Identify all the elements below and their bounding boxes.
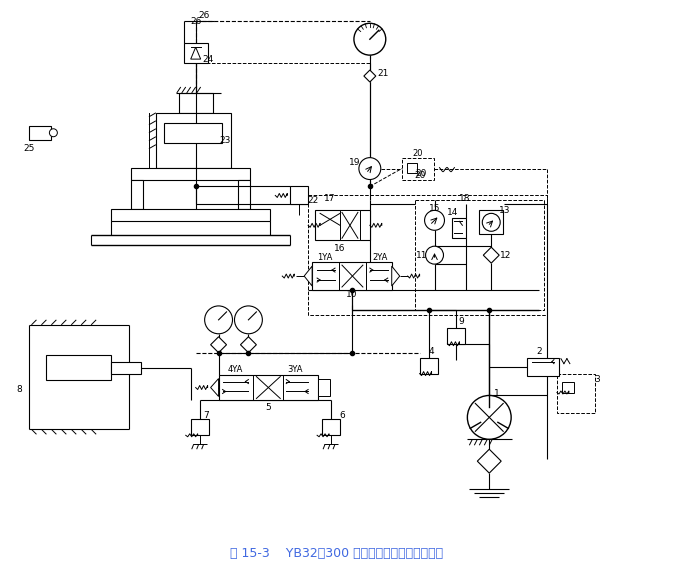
Bar xyxy=(111,210,270,221)
Bar xyxy=(479,210,503,234)
Circle shape xyxy=(425,210,444,230)
Text: 14: 14 xyxy=(447,208,458,217)
Text: 17: 17 xyxy=(324,194,336,203)
Text: 4YA: 4YA xyxy=(228,365,243,374)
Text: 20: 20 xyxy=(414,171,425,180)
Bar xyxy=(131,168,251,180)
Bar xyxy=(156,113,231,168)
Circle shape xyxy=(205,306,233,334)
Bar xyxy=(47,355,111,380)
Bar xyxy=(415,200,544,310)
Circle shape xyxy=(359,158,381,180)
Polygon shape xyxy=(304,266,312,286)
Circle shape xyxy=(425,246,443,264)
Text: 7: 7 xyxy=(203,411,208,420)
Bar xyxy=(420,358,437,374)
Bar xyxy=(191,419,209,435)
Bar xyxy=(315,210,370,240)
Text: 4: 4 xyxy=(429,347,434,356)
Bar xyxy=(402,158,433,180)
Bar xyxy=(164,123,222,143)
Text: 3: 3 xyxy=(594,375,600,384)
Bar xyxy=(557,374,594,414)
Text: 9: 9 xyxy=(458,317,464,327)
Text: 25: 25 xyxy=(24,144,35,153)
Bar xyxy=(131,180,143,210)
Text: 18: 18 xyxy=(458,194,470,203)
Bar xyxy=(452,218,466,238)
Bar xyxy=(322,419,340,435)
Text: 8: 8 xyxy=(17,385,22,394)
Bar xyxy=(340,210,360,240)
Circle shape xyxy=(483,213,500,232)
Bar xyxy=(406,162,417,173)
Polygon shape xyxy=(477,449,501,473)
Bar xyxy=(218,374,318,400)
Text: 24: 24 xyxy=(202,55,213,63)
Text: 20: 20 xyxy=(412,149,423,158)
Text: 22: 22 xyxy=(307,196,319,205)
Polygon shape xyxy=(364,70,376,82)
Bar xyxy=(30,126,51,140)
Text: 26: 26 xyxy=(198,11,210,20)
Bar xyxy=(290,187,308,204)
Circle shape xyxy=(49,129,57,137)
Circle shape xyxy=(235,306,262,334)
Text: 13: 13 xyxy=(499,206,511,215)
Polygon shape xyxy=(392,266,400,286)
Polygon shape xyxy=(483,247,499,263)
Bar xyxy=(179,93,212,113)
Text: 1YA: 1YA xyxy=(317,253,333,262)
Text: 12: 12 xyxy=(499,251,511,260)
Text: 20: 20 xyxy=(415,169,426,178)
Text: 图 15-3    YB32－300 型四柱万能液压机液压系统: 图 15-3 YB32－300 型四柱万能液压机液压系统 xyxy=(231,547,443,560)
Text: 6: 6 xyxy=(339,411,345,420)
Text: 15: 15 xyxy=(429,204,440,213)
Bar xyxy=(562,381,574,393)
Text: 5: 5 xyxy=(266,403,271,412)
Bar xyxy=(312,262,392,290)
Circle shape xyxy=(467,396,511,439)
Polygon shape xyxy=(210,378,218,396)
Bar xyxy=(448,328,465,344)
Polygon shape xyxy=(210,337,226,353)
Bar xyxy=(318,378,330,396)
Bar xyxy=(184,43,208,63)
Text: 10: 10 xyxy=(346,290,358,300)
Text: 16: 16 xyxy=(334,244,346,253)
Text: 26: 26 xyxy=(190,17,202,26)
Text: 19: 19 xyxy=(349,158,361,167)
Text: 23: 23 xyxy=(220,136,231,145)
Bar xyxy=(308,195,547,315)
Bar xyxy=(111,362,141,374)
Polygon shape xyxy=(241,337,256,353)
Text: 3YA: 3YA xyxy=(287,365,303,374)
Text: 11: 11 xyxy=(416,251,427,260)
Bar xyxy=(527,358,559,376)
Text: 2: 2 xyxy=(537,347,542,356)
Text: 21: 21 xyxy=(377,69,388,78)
Text: 2YA: 2YA xyxy=(372,253,388,262)
Bar xyxy=(239,180,251,210)
Circle shape xyxy=(354,23,386,55)
Text: 1: 1 xyxy=(494,389,500,398)
